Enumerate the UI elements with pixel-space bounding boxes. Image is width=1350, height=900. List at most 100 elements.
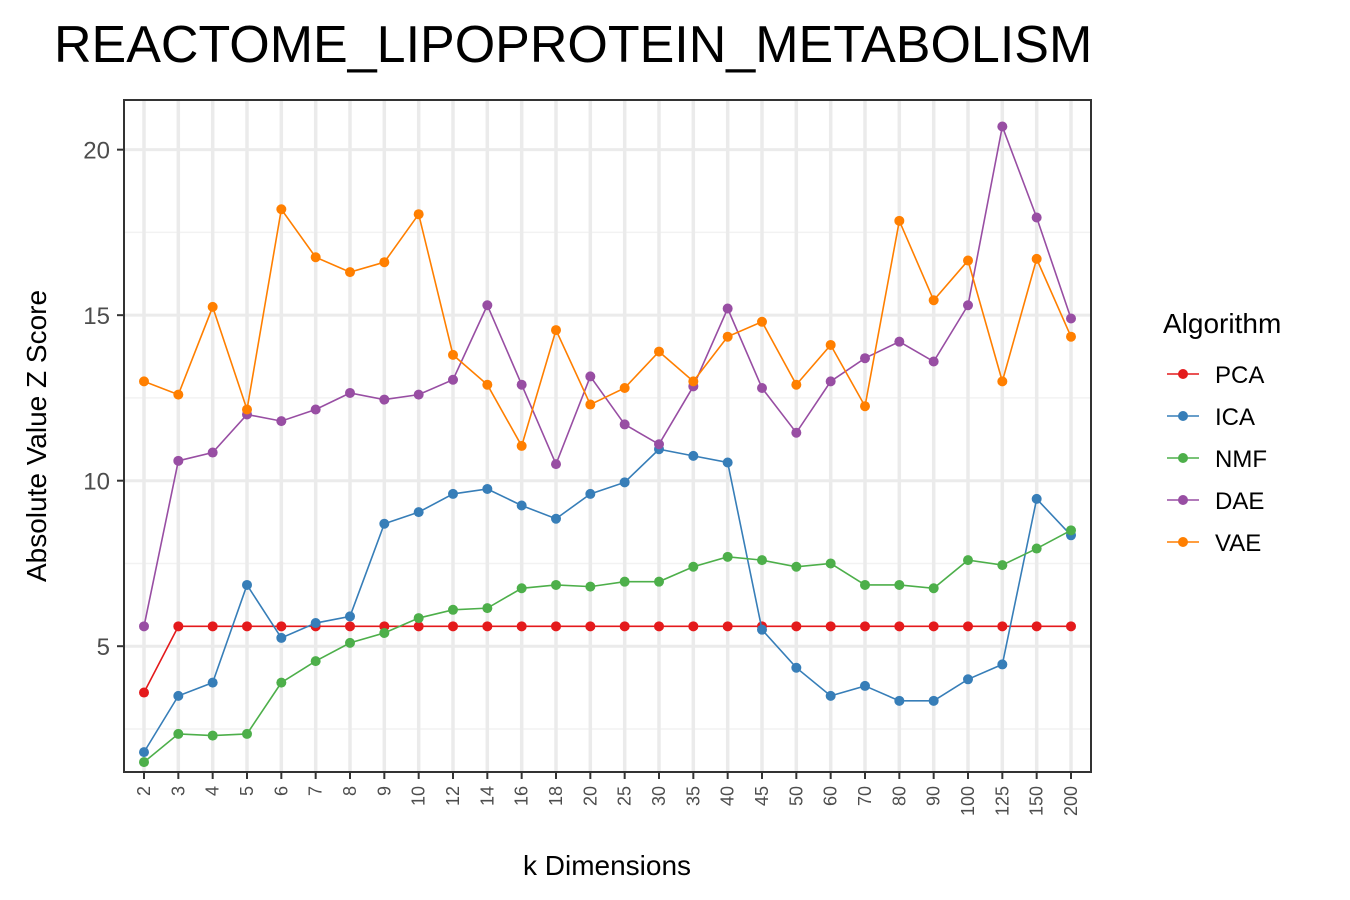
grid: [124, 100, 1091, 772]
data-point-pca: [482, 621, 493, 632]
data-point-dae: [516, 379, 527, 390]
data-point-dae: [551, 459, 561, 470]
x-tick-label: 16: [512, 786, 532, 806]
x-tick-label: 14: [477, 786, 497, 806]
data-point-dae: [619, 419, 630, 430]
data-point-ica: [242, 579, 252, 590]
data-point-ica: [825, 690, 836, 701]
y-axis: 5 10 15 20: [83, 138, 124, 661]
data-point-vae: [757, 316, 767, 327]
x-tick-label: 20: [580, 786, 600, 806]
data-point-vae: [860, 401, 870, 412]
data-point-vae: [1066, 331, 1076, 342]
data-point-vae: [1031, 253, 1042, 264]
data-point-dae: [1066, 313, 1076, 324]
data-point-dae: [894, 336, 905, 347]
data-point-pca: [860, 621, 870, 632]
data-point-pca: [551, 621, 561, 632]
data-point-nmf: [276, 677, 287, 688]
y-tick-label: 20: [83, 138, 110, 165]
data-point-vae: [345, 267, 355, 278]
x-axis-title: k Dimensions: [523, 850, 691, 881]
data-point-pca: [997, 621, 1008, 632]
data-point-nmf: [722, 551, 733, 562]
x-tick-label: 2: [134, 786, 154, 796]
data-point-nmf: [207, 730, 218, 741]
legend-items: PCA ICA NMF DAE VAE: [1167, 362, 1267, 557]
data-point-dae: [928, 356, 939, 367]
x-tick-label: 3: [168, 786, 188, 796]
data-point-dae: [825, 376, 836, 387]
data-point-dae: [139, 621, 149, 632]
x-tick-label: 70: [855, 786, 875, 806]
legend-item-vae: VAE: [1167, 530, 1261, 557]
data-point-vae: [619, 383, 630, 393]
data-point-pca: [928, 621, 939, 632]
legend-key-point: [1178, 495, 1188, 505]
data-point-nmf: [310, 656, 321, 667]
legend-label: NMF: [1215, 446, 1267, 473]
data-point-vae: [894, 215, 905, 226]
data-point-dae: [276, 416, 287, 427]
data-point-ica: [722, 457, 733, 468]
data-point-vae: [963, 255, 973, 266]
x-tick-label: 12: [443, 786, 463, 806]
data-point-vae: [654, 346, 664, 357]
data-point-vae: [276, 204, 287, 215]
x-tick-label: 18: [546, 786, 566, 806]
x-tick-label: 60: [821, 786, 841, 806]
data-point-nmf: [654, 576, 664, 587]
series-nmf: [139, 525, 1076, 768]
data-point-ica: [757, 624, 767, 635]
data-point-nmf: [825, 558, 836, 569]
data-point-pca: [448, 621, 458, 632]
data-point-ica: [516, 500, 527, 511]
y-tick-label: 15: [83, 303, 110, 330]
x-tick-label: 90: [924, 786, 944, 806]
data-point-ica: [860, 680, 870, 691]
series-vae: [139, 204, 1076, 451]
x-axis: 2 3 4 5 6 7 8 9 10 12 14 16 18 20 25 30 35 40 45 50 60 70 80 90…: [134, 772, 1081, 816]
series-line-pca: [143, 625, 1071, 693]
data-point-nmf: [242, 728, 252, 739]
data-point-pca: [688, 621, 699, 632]
data-point-vae: [482, 379, 493, 390]
legend-key-point: [1178, 369, 1188, 379]
legend-item-dae: DAE: [1167, 488, 1264, 515]
legend-label: ICA: [1215, 404, 1255, 431]
data-point-dae: [860, 353, 870, 364]
x-tick-label: 100: [958, 786, 978, 816]
x-tick-label: 35: [683, 786, 703, 806]
data-point-pca: [413, 621, 424, 632]
data-point-pca: [207, 621, 218, 632]
data-point-nmf: [173, 728, 184, 739]
data-point-vae: [207, 301, 218, 312]
x-tick-label: 9: [374, 786, 394, 796]
data-point-ica: [413, 507, 424, 518]
data-point-pca: [722, 621, 733, 632]
series-dae: [139, 121, 1076, 632]
x-tick-label: 125: [992, 786, 1012, 816]
data-point-vae: [413, 209, 424, 220]
data-point-dae: [654, 439, 664, 450]
data-point-ica: [997, 659, 1008, 670]
data-point-ica: [928, 695, 939, 706]
data-point-nmf: [482, 603, 493, 614]
data-point-dae: [963, 300, 973, 311]
series-line-dae: [143, 123, 1072, 627]
x-tick-label: 4: [203, 786, 223, 796]
data-point-pca: [894, 621, 905, 632]
x-tick-label: 45: [752, 786, 772, 806]
data-point-ica: [619, 477, 630, 488]
x-tick-label: 25: [615, 786, 635, 806]
x-tick-label: 7: [306, 786, 326, 796]
data-point-pca: [516, 621, 527, 632]
data-point-ica: [207, 677, 218, 688]
data-point-dae: [345, 387, 355, 398]
plot-panel: [123, 99, 1092, 773]
data-point-dae: [722, 303, 733, 314]
panel-border: [123, 99, 1092, 773]
data-point-nmf: [997, 560, 1008, 571]
series-ica: [139, 444, 1076, 758]
data-point-dae: [173, 455, 184, 466]
